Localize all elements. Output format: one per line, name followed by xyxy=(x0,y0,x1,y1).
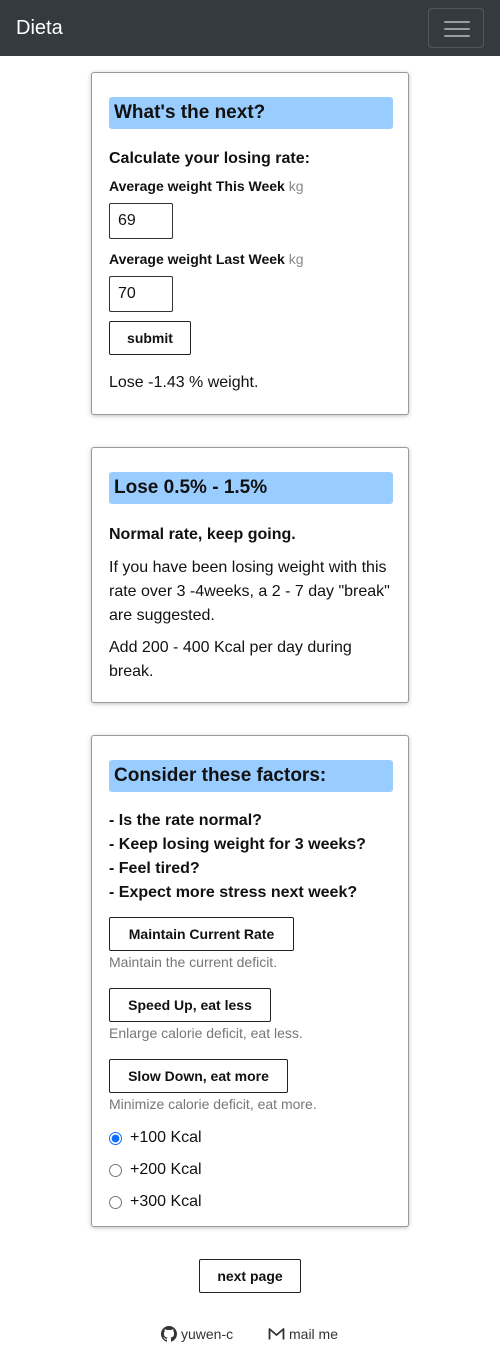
kcal-option-label: +200 Kcal xyxy=(130,1161,202,1178)
slow-down-button[interactable]: Slow Down, eat more xyxy=(109,1059,288,1093)
this-week-unit: kg xyxy=(288,178,304,194)
speed-up-description: Enlarge calorie deficit, eat less. xyxy=(109,1025,303,1041)
factor-question: - Keep losing weight for 3 weeks? xyxy=(109,836,366,853)
rate-paragraph-break: If you have been losing weight with this… xyxy=(109,559,390,624)
rate-subtitle: Normal rate, keep going. xyxy=(109,526,296,543)
factor-question: - Expect more stress next week? xyxy=(109,884,358,901)
rate-card: Lose 0.5% - 1.5% Normal rate, keep going… xyxy=(91,447,409,703)
this-week-label: Average weight This Week kg xyxy=(109,178,304,194)
calc-subtitle: Calculate your losing rate: xyxy=(109,150,310,167)
menu-toggle-button[interactable] xyxy=(428,8,484,48)
slow-down-description: Minimize calorie deficit, eat more. xyxy=(109,1096,317,1112)
this-week-label-text: Average weight This Week xyxy=(109,178,285,194)
result-text: Lose -1.43 % weight. xyxy=(109,374,259,391)
kcal-option-200[interactable]: +200 Kcal xyxy=(109,1159,202,1181)
rate-card-heading: Lose 0.5% - 1.5% xyxy=(109,472,393,504)
kcal-option-label: +100 Kcal xyxy=(130,1129,202,1146)
factor-question: - Feel tired? xyxy=(109,860,200,877)
this-week-weight-input[interactable] xyxy=(109,203,173,239)
mail-link-label: mail me xyxy=(289,1326,339,1342)
navbar: Dieta xyxy=(0,0,500,56)
kcal-option-label: +300 Kcal xyxy=(130,1193,202,1210)
calc-card-heading: What's the next? xyxy=(109,97,393,129)
kcal-radio-300[interactable] xyxy=(109,1195,122,1209)
kcal-radio-100[interactable] xyxy=(109,1131,122,1145)
github-icon xyxy=(161,1326,177,1342)
factors-card: Consider these factors: - Is the rate no… xyxy=(91,735,409,1227)
last-week-unit: kg xyxy=(288,251,304,267)
maintain-rate-button[interactable]: Maintain Current Rate xyxy=(109,917,294,951)
maintain-rate-description: Maintain the current deficit. xyxy=(109,954,278,970)
last-week-weight-input[interactable] xyxy=(109,276,173,312)
last-week-label-text: Average weight Last Week xyxy=(109,251,285,267)
hamburger-icon xyxy=(444,19,470,39)
mail-icon xyxy=(268,1328,285,1340)
mail-link[interactable]: mail me xyxy=(268,1326,338,1342)
last-week-label: Average weight Last Week kg xyxy=(109,251,304,267)
calc-card: What's the next? Calculate your losing r… xyxy=(91,72,409,415)
brand-title[interactable]: Dieta xyxy=(16,17,63,39)
kcal-option-100[interactable]: +100 Kcal xyxy=(109,1127,202,1149)
kcal-radio-200[interactable] xyxy=(109,1163,122,1177)
speed-up-button[interactable]: Speed Up, eat less xyxy=(109,988,271,1022)
factors-card-heading: Consider these factors: xyxy=(109,760,393,792)
factor-question: - Is the rate normal? xyxy=(109,812,262,829)
rate-paragraph-kcal: Add 200 - 400 Kcal per day during break. xyxy=(109,639,352,680)
submit-button[interactable]: submit xyxy=(109,321,191,355)
github-link-label: yuwen-c xyxy=(181,1326,234,1342)
next-page-button[interactable]: next page xyxy=(199,1259,301,1293)
kcal-option-300[interactable]: +300 Kcal xyxy=(109,1191,202,1213)
github-link[interactable]: yuwen-c xyxy=(161,1326,233,1342)
